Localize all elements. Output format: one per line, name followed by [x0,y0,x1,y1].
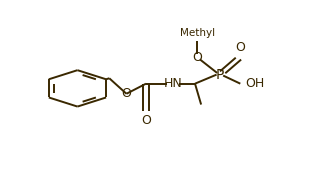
Text: HN: HN [164,77,182,90]
Text: Methyl: Methyl [180,28,215,38]
Text: OH: OH [245,77,264,90]
Text: O: O [141,114,151,127]
Text: O: O [192,51,203,64]
Text: P: P [215,68,224,82]
Text: O: O [235,41,245,54]
Text: O: O [121,87,131,100]
